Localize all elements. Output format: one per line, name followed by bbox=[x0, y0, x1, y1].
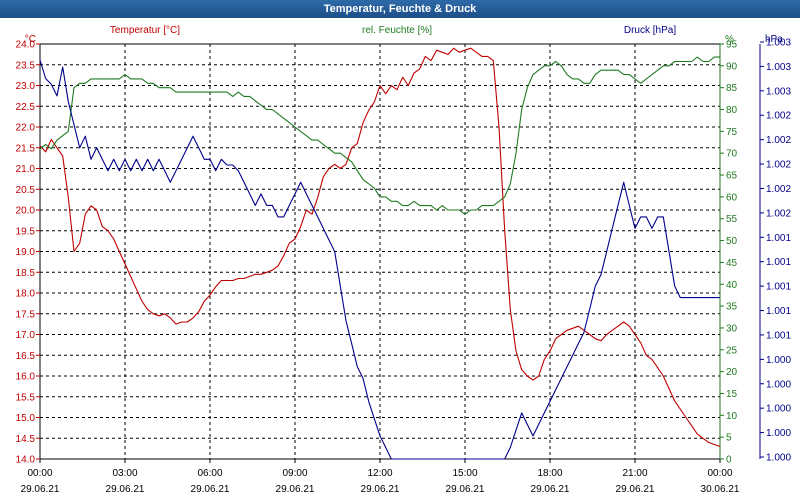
x-tick-label-date: 29.06.21 bbox=[446, 484, 485, 495]
humidity-tick-label: 20 bbox=[726, 367, 738, 378]
temp-tick-label: 21.5 bbox=[16, 143, 36, 154]
x-tick-label-time: 12:00 bbox=[367, 468, 392, 479]
pressure-tick-label: 1.002 bbox=[766, 135, 791, 146]
pressure-tick-label: 1.002 bbox=[766, 160, 791, 171]
x-tick-label-date: 29.06.21 bbox=[106, 484, 145, 495]
pressure-tick-label: 1.000 bbox=[766, 404, 791, 415]
x-tick-label-time: 03:00 bbox=[112, 468, 137, 479]
pressure-tick-label: 1.003 bbox=[766, 62, 791, 73]
humidity-unit-label: % bbox=[725, 34, 734, 45]
temp-tick-label: 16.5 bbox=[16, 351, 36, 362]
pressure-axis-label: Druck [hPa] bbox=[624, 25, 676, 36]
temp-tick-label: 14.0 bbox=[16, 455, 36, 466]
x-tick-label-date: 29.06.21 bbox=[361, 484, 400, 495]
humidity-tick-label: 15 bbox=[726, 389, 738, 400]
temp-tick-label: 18.0 bbox=[16, 289, 36, 300]
x-tick-label-time: 21:00 bbox=[622, 468, 647, 479]
pressure-tick-label: 1.000 bbox=[766, 428, 791, 439]
humidity-axis-label: rel. Feuchte [%] bbox=[362, 25, 432, 36]
temp-tick-label: 24.0 bbox=[16, 40, 36, 51]
x-tick-label-date: 29.06.21 bbox=[531, 484, 570, 495]
pressure-tick-label: 1.002 bbox=[766, 111, 791, 122]
temp-tick-label: 17.5 bbox=[16, 309, 36, 320]
x-tick-label-time: 18:00 bbox=[537, 468, 562, 479]
temp-tick-label: 14.5 bbox=[16, 434, 36, 445]
x-tick-label-date: 29.06.21 bbox=[191, 484, 230, 495]
pressure-unit-label: hPa bbox=[765, 34, 783, 45]
humidity-tick-label: 10 bbox=[726, 411, 738, 422]
series-line-temp bbox=[39, 47, 721, 448]
temp-tick-label: 15.5 bbox=[16, 392, 36, 403]
pressure-tick-label: 1.000 bbox=[766, 355, 791, 366]
temp-tick-label: 21.0 bbox=[16, 164, 36, 175]
temp-tick-label: 17.0 bbox=[16, 330, 36, 341]
humidity-tick-label: 35 bbox=[726, 302, 738, 313]
pressure-tick-label: 1.003 bbox=[766, 86, 791, 97]
pressure-tick-label: 1.001 bbox=[766, 257, 791, 268]
x-tick-label-date: 30.06.21 bbox=[701, 484, 740, 495]
temp-tick-label: 22.0 bbox=[16, 123, 36, 134]
humidity-tick-label: 90 bbox=[726, 61, 738, 72]
humidity-tick-label: 25 bbox=[726, 345, 738, 356]
pressure-tick-label: 1.001 bbox=[766, 330, 791, 341]
humidity-tick-label: 85 bbox=[726, 83, 738, 94]
pressure-tick-label: 1.003 bbox=[766, 38, 791, 49]
temp-tick-label: 16.0 bbox=[16, 372, 36, 383]
x-tick-label-time: 15:00 bbox=[452, 468, 477, 479]
pressure-tick-label: 1.000 bbox=[766, 453, 791, 464]
pressure-tick-label: 1.002 bbox=[766, 184, 791, 195]
humidity-tick-label: 65 bbox=[726, 171, 738, 182]
pressure-tick-label: 1.001 bbox=[766, 282, 791, 293]
humidity-tick-label: 30 bbox=[726, 323, 738, 334]
humidity-tick-label: 80 bbox=[726, 105, 738, 116]
temp-tick-label: 19.5 bbox=[16, 226, 36, 237]
pressure-tick-label: 1.001 bbox=[766, 233, 791, 244]
x-tick-label-time: 09:00 bbox=[282, 468, 307, 479]
humidity-tick-label: 55 bbox=[726, 214, 738, 225]
humidity-tick-label: 50 bbox=[726, 236, 738, 247]
humidity-tick-label: 95 bbox=[726, 40, 738, 51]
temp-tick-label: 15.0 bbox=[16, 413, 36, 424]
window-title: Temperatur, Feuchte & Druck bbox=[0, 0, 800, 18]
pressure-tick-label: 1.002 bbox=[766, 208, 791, 219]
temp-tick-label: 20.5 bbox=[16, 185, 36, 196]
temp-tick-label: 23.5 bbox=[16, 60, 36, 71]
series-line-humidity bbox=[39, 56, 720, 215]
temp-axis-label: Temperatur [°C] bbox=[110, 25, 180, 36]
humidity-tick-label: 70 bbox=[726, 149, 738, 160]
temp-tick-label: 18.5 bbox=[16, 268, 36, 279]
x-tick-label-date: 29.06.21 bbox=[616, 484, 655, 495]
humidity-tick-label: 40 bbox=[726, 280, 738, 291]
temp-unit-label: °C bbox=[25, 34, 36, 45]
humidity-tick-label: 45 bbox=[726, 258, 738, 269]
humidity-tick-label: 5 bbox=[726, 433, 732, 444]
humidity-tick-label: 0 bbox=[726, 455, 732, 466]
pressure-tick-label: 1.001 bbox=[766, 306, 791, 317]
x-tick-label-date: 29.06.21 bbox=[276, 484, 315, 495]
temp-tick-label: 23.0 bbox=[16, 81, 36, 92]
x-tick-label-date: 29.06.21 bbox=[21, 484, 60, 495]
pressure-tick-label: 1.000 bbox=[766, 379, 791, 390]
series-line-pressure bbox=[39, 59, 720, 460]
x-tick-label-time: 06:00 bbox=[197, 468, 222, 479]
temp-tick-label: 20.0 bbox=[16, 206, 36, 217]
x-tick-label-time: 00:00 bbox=[27, 468, 52, 479]
temp-tick-label: 19.0 bbox=[16, 247, 36, 258]
humidity-tick-label: 60 bbox=[726, 192, 738, 203]
x-tick-label-time: 00:00 bbox=[707, 468, 732, 479]
temp-tick-label: 22.5 bbox=[16, 102, 36, 113]
humidity-tick-label: 75 bbox=[726, 127, 738, 138]
